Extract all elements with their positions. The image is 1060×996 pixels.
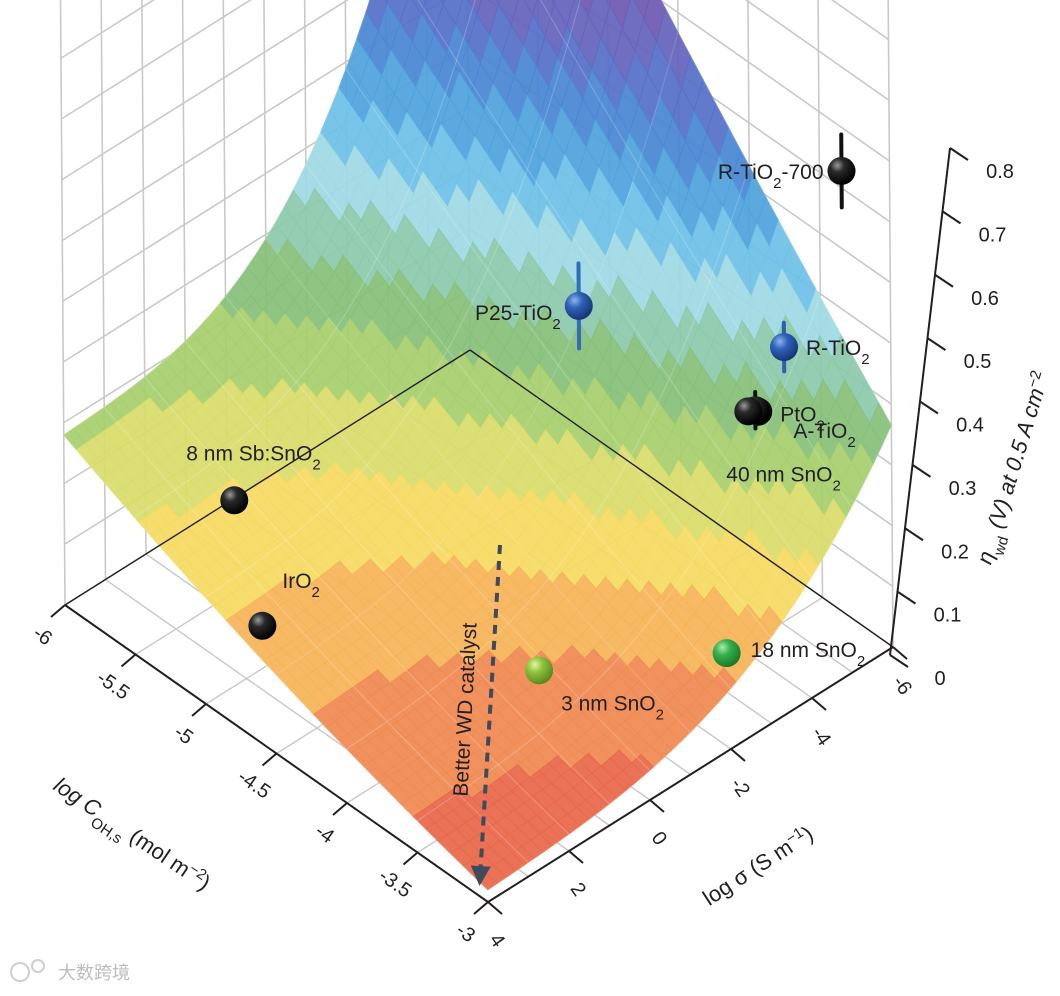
point-label-subscript: 2 xyxy=(773,174,781,191)
y-tick-label: 0 xyxy=(647,828,671,850)
z-axis-title: ηwd (V) at 0.5 A cm−2 xyxy=(970,368,1060,569)
data-point xyxy=(734,397,762,425)
z-tick-mark xyxy=(905,528,923,540)
y-tick-label: -6 xyxy=(888,672,916,699)
x-tick-label: -5 xyxy=(170,721,197,749)
point-label-text: 18 nm SnO xyxy=(751,639,857,662)
y-tick-label: 2 xyxy=(566,879,590,901)
point-label-text: 3 nm SnO xyxy=(561,692,656,715)
x-tick-mark xyxy=(474,902,488,914)
point-label-subscript: 2 xyxy=(847,434,855,451)
x-tick-mark xyxy=(122,655,136,667)
x-tick-label: -3.5 xyxy=(375,865,416,903)
z-tick-label: 0.3 xyxy=(949,478,977,500)
grid-line xyxy=(59,0,65,605)
x-tick-label: -4.5 xyxy=(234,766,275,804)
z-tick-label: 0.8 xyxy=(986,161,1014,183)
point-label-text: 8 nm Sb:SnO xyxy=(186,442,312,465)
x-tick-label: -3 xyxy=(452,919,479,947)
x-tick-label: -4 xyxy=(311,820,338,848)
y-tick-mark xyxy=(812,698,826,710)
x-axis-title: log COH,s (mol m−2) xyxy=(45,771,216,902)
x-tick-mark xyxy=(404,853,418,865)
z-tick-label: 0.7 xyxy=(979,224,1007,246)
x-tick-mark xyxy=(192,704,206,716)
y-tick-mark xyxy=(650,800,664,812)
grid-line xyxy=(99,0,105,580)
z-tick-label: 0.5 xyxy=(964,351,992,373)
z-tick-label: 0.2 xyxy=(941,541,969,563)
x-axis-title-part: (mol m xyxy=(120,820,195,882)
grid-line xyxy=(887,0,893,647)
point-label-text: 40 nm SnO xyxy=(726,463,832,486)
z-tick-label: 0.6 xyxy=(971,288,999,310)
z-axis-title-part: (V) at 0.5 A cm xyxy=(981,385,1049,537)
z-tick-mark xyxy=(943,211,961,223)
z-tick-mark xyxy=(935,275,953,287)
y-tick-mark xyxy=(569,851,583,863)
watermark: 大数跨境 xyxy=(58,963,130,983)
z-tick-label: 0 xyxy=(934,668,945,690)
z-tick-mark xyxy=(920,402,938,414)
z-axis-title-part: −2 xyxy=(1024,368,1045,389)
y-tick-mark xyxy=(488,902,502,914)
point-label-subscript: 2 xyxy=(861,351,869,368)
point-label-text: IrO xyxy=(282,570,311,593)
data-point xyxy=(525,656,553,684)
x-tick-mark xyxy=(333,803,347,815)
data-point xyxy=(248,612,276,640)
point-label-subscript: 2 xyxy=(312,456,320,473)
point-label-text: A-TiO xyxy=(793,420,847,443)
z-tick-mark xyxy=(913,465,931,477)
z-tick-mark xyxy=(898,592,916,604)
point-label-suffix: -700 xyxy=(781,161,823,184)
x-tick-label: -6 xyxy=(29,622,56,650)
x-tick-label: -5.5 xyxy=(93,667,134,705)
data-point xyxy=(220,486,248,514)
y-tick-label: -2 xyxy=(726,774,754,801)
point-label: 18 nm SnO2 xyxy=(751,639,866,670)
z-tick-label: 0.4 xyxy=(956,415,984,437)
point-label-subscript: 2 xyxy=(833,477,841,494)
z-tick-label: 0.1 xyxy=(934,605,962,627)
point-label-text: P25-TiO xyxy=(475,302,552,325)
data-point xyxy=(828,157,856,185)
z-tick-mark xyxy=(950,148,968,160)
point-label-text: R-TiO xyxy=(806,337,861,360)
data-point xyxy=(770,333,798,361)
point-label-subscript: 2 xyxy=(857,653,865,670)
y-tick-label: -4 xyxy=(807,723,835,750)
x-tick-mark xyxy=(263,754,277,766)
data-point xyxy=(713,639,741,667)
x-tick-mark xyxy=(51,605,65,617)
y-tick-label: 4 xyxy=(485,930,509,952)
data-point xyxy=(565,292,593,320)
z-tick-mark xyxy=(928,338,946,350)
watermark-icon xyxy=(11,960,44,981)
y-axis-title: log σ (S m−1) xyxy=(697,820,817,911)
point-label-subscript: 2 xyxy=(312,583,320,600)
y-tick-mark xyxy=(731,749,745,761)
x-axis-title-part: OH,s xyxy=(88,814,126,847)
point-label-text: R-TiO xyxy=(718,161,773,184)
y-axis-title-part: log σ (S m xyxy=(698,834,797,910)
point-label-subscript: 2 xyxy=(656,706,664,723)
point-label-subscript: 2 xyxy=(552,315,560,332)
